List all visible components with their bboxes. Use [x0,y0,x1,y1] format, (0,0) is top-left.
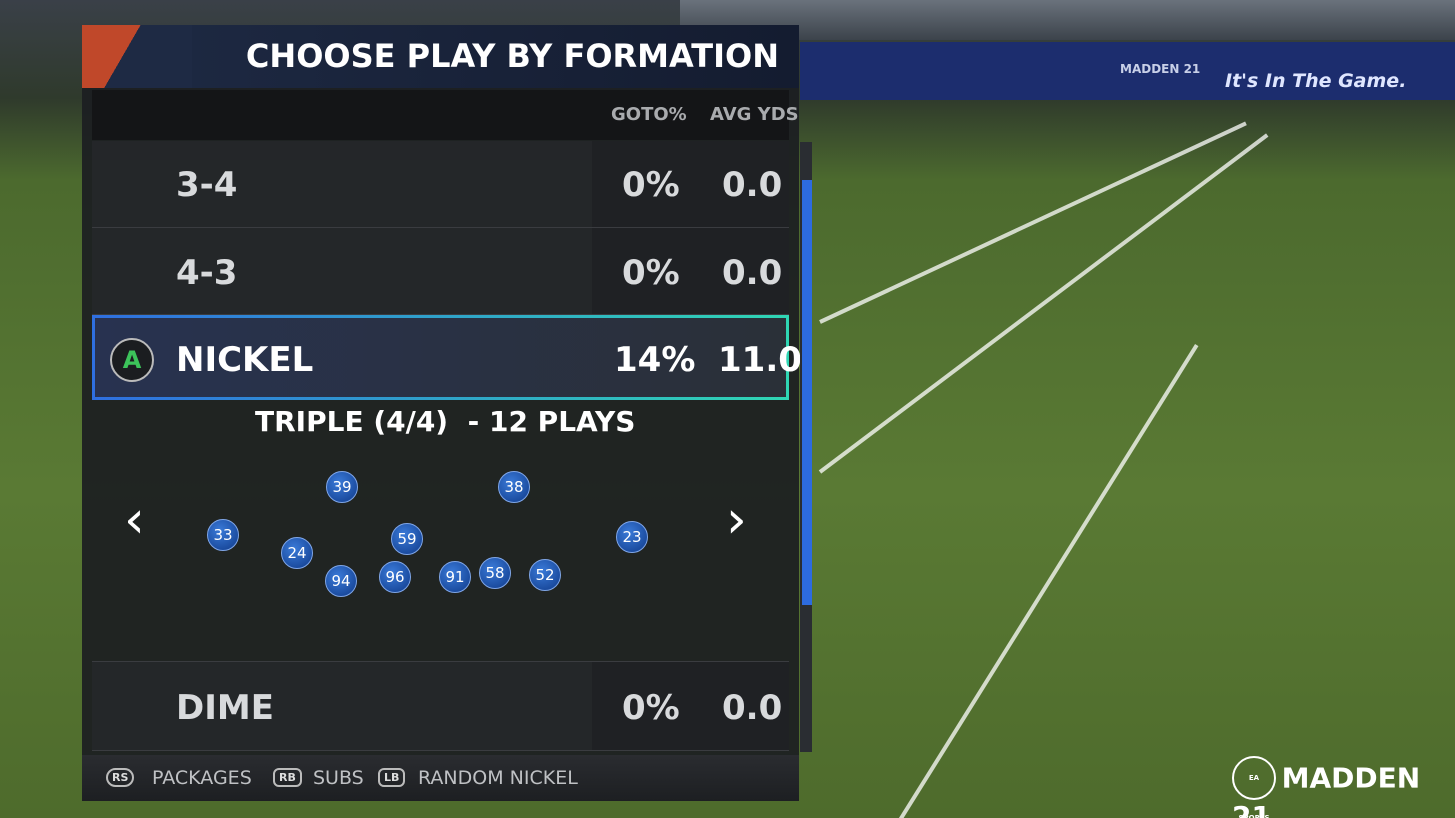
lb-button: LB [378,768,406,787]
team-logo [82,25,192,88]
row-avg: 0.0 [722,688,783,728]
player-marker: 33 [207,519,239,551]
player-marker: 96 [379,561,411,593]
title-bar: CHOOSE PLAY BY FORMATION [82,25,799,88]
goto-header: GOTO% [611,104,687,125]
player-marker: 23 [616,521,648,553]
player-marker: 52 [529,559,561,591]
column-header [92,90,789,140]
row-name: NICKEL [176,340,314,380]
avg-header: AVG YDS [710,104,799,125]
player-marker: 59 [391,523,423,555]
player-marker: 24 [281,537,313,569]
player-marker: 58 [479,557,511,589]
footer [82,755,799,801]
formation-row[interactable] [92,141,789,228]
footer-label[interactable]: PACKAGES [152,767,252,789]
player-marker: 91 [439,561,471,593]
row-goto: 0% [622,165,680,205]
footer-label[interactable]: RANDOM NICKEL [418,767,578,789]
footer-label[interactable]: SUBS [313,767,364,789]
player-marker: 38 [498,471,530,503]
row-avg: 0.0 [722,165,783,205]
prev-arrow[interactable]: ‹ [124,490,145,550]
row-name: DIME [176,688,274,728]
formation-row[interactable] [92,228,789,315]
yard-line [818,133,1269,474]
next-arrow[interactable]: › [726,490,747,550]
row-goto: 14% [614,340,696,380]
row-goto: 0% [622,253,680,293]
stadium-banner: MADDEN 21 It's In The Game. [800,42,1455,100]
formation-title: TRIPLE (4/4) - 12 PLAYS [255,405,636,438]
madden-logo: EA SPORTS MADDEN 21 [1232,756,1455,818]
formation-row[interactable] [92,661,789,751]
player-marker: 94 [325,565,357,597]
scroll-thumb[interactable] [802,180,812,605]
ea-logo: EA SPORTS [1232,756,1276,818]
rs-button: RS [106,768,135,787]
stadium-stands [680,0,1455,40]
row-name: 3-4 [176,165,238,205]
player-marker: 39 [326,471,358,503]
a-button: A [110,338,154,382]
row-avg: 0.0 [722,253,783,293]
row-avg: 11.0 [718,340,802,380]
banner-slogan: It's In The Game. [1225,70,1407,92]
banner-logo: MADDEN 21 [1120,62,1201,76]
title: CHOOSE PLAY BY FORMATION [245,37,779,75]
logo-year: 21 [1232,800,1271,818]
rb-button: RB [273,768,302,787]
row-name: 4-3 [176,253,238,293]
yard-line [898,344,1199,818]
selected-row[interactable] [92,315,789,400]
row-goto: 0% [622,688,680,728]
yard-line [819,121,1247,324]
logo-title: MADDEN [1281,761,1421,795]
